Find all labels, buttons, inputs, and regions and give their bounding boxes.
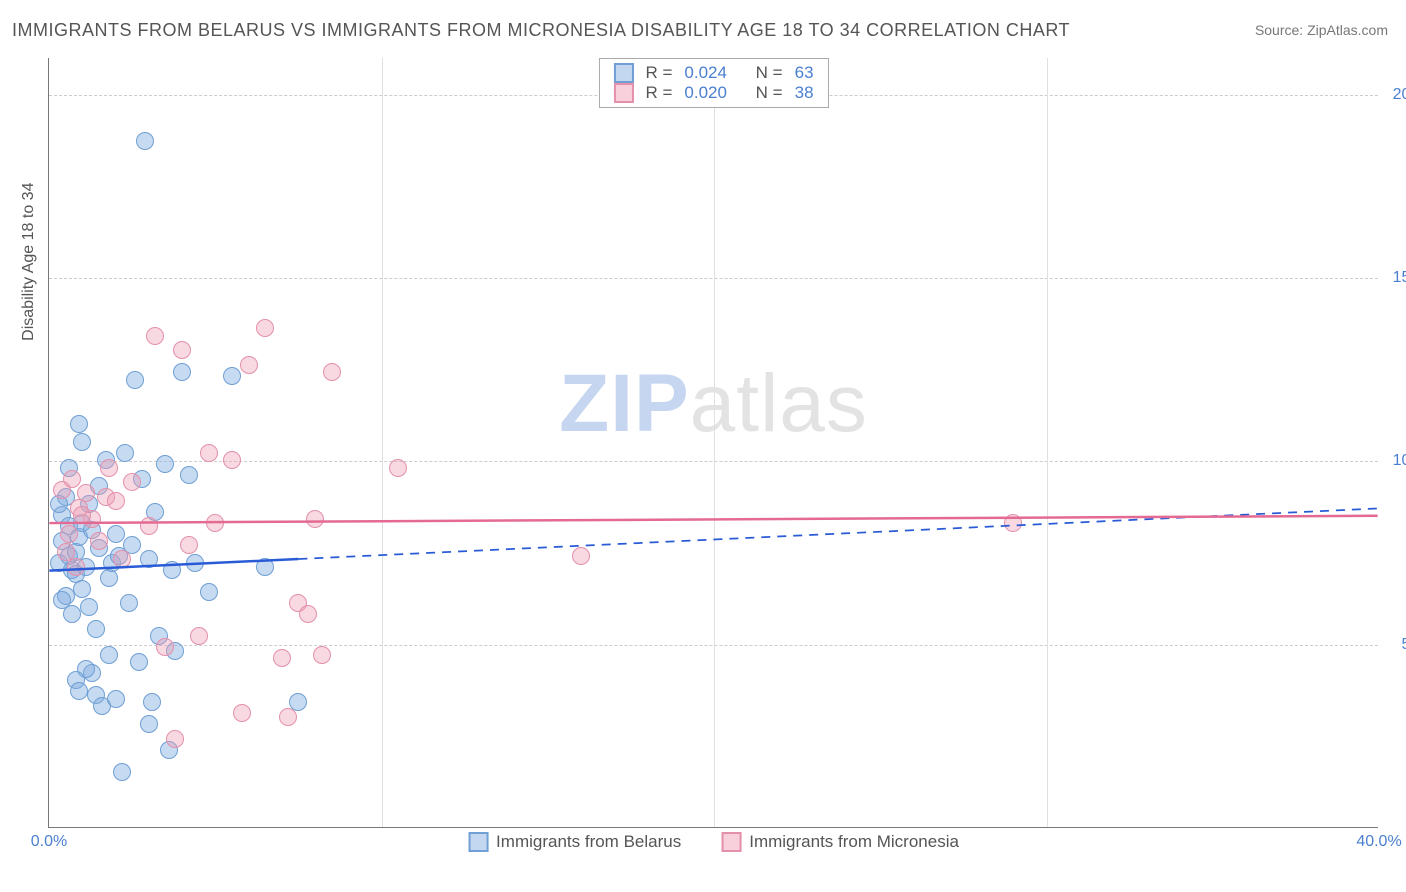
data-point	[323, 363, 341, 381]
data-point	[156, 638, 174, 656]
data-point	[140, 517, 158, 535]
data-point	[90, 532, 108, 550]
legend-swatch	[613, 83, 633, 103]
data-point	[130, 653, 148, 671]
series-legend: Immigrants from Belarus Immigrants from M…	[468, 832, 959, 852]
correlation-legend: R = 0.024 N = 63R = 0.020 N = 38	[598, 58, 828, 108]
gridline-v	[714, 58, 715, 827]
data-point	[273, 649, 291, 667]
data-point	[107, 492, 125, 510]
data-point	[136, 132, 154, 150]
gridline-v	[1047, 58, 1048, 827]
legend-series-label: Immigrants from Micronesia	[749, 832, 959, 852]
data-point	[186, 554, 204, 572]
data-point	[67, 558, 85, 576]
data-point	[123, 473, 141, 491]
data-point	[156, 455, 174, 473]
data-point	[100, 459, 118, 477]
data-point	[240, 356, 258, 374]
data-point	[80, 598, 98, 616]
data-point	[53, 591, 71, 609]
data-point	[70, 415, 88, 433]
data-point	[57, 543, 75, 561]
legend-swatch	[613, 63, 633, 83]
data-point	[1004, 514, 1022, 532]
data-point	[306, 510, 324, 528]
x-tick-label: 0.0%	[31, 833, 67, 851]
data-point	[256, 319, 274, 337]
y-tick-label: 15.0%	[1386, 269, 1406, 287]
legend-stat-row: R = 0.020 N = 38	[613, 83, 813, 103]
data-point	[126, 371, 144, 389]
data-point	[87, 620, 105, 638]
legend-stat-row: R = 0.024 N = 63	[613, 63, 813, 83]
data-point	[63, 605, 81, 623]
data-point	[113, 763, 131, 781]
data-point	[200, 583, 218, 601]
legend-series-label: Immigrants from Belarus	[496, 832, 681, 852]
data-point	[60, 525, 78, 543]
data-point	[120, 594, 138, 612]
source-attribution: Source: ZipAtlas.com	[1255, 22, 1388, 38]
data-point	[77, 484, 95, 502]
data-point	[163, 561, 181, 579]
data-point	[223, 367, 241, 385]
data-point	[299, 605, 317, 623]
data-point	[73, 580, 91, 598]
data-point	[200, 444, 218, 462]
data-point	[146, 327, 164, 345]
data-point	[140, 715, 158, 733]
legend-swatch	[721, 832, 741, 852]
data-point	[73, 433, 91, 451]
gridline-v	[382, 58, 383, 827]
data-point	[107, 525, 125, 543]
data-point	[140, 550, 158, 568]
data-point	[256, 558, 274, 576]
data-point	[173, 341, 191, 359]
data-point	[113, 550, 131, 568]
data-point	[180, 466, 198, 484]
data-point	[70, 682, 88, 700]
data-point	[173, 363, 191, 381]
plot-area: ZIPatlas 5.0%10.0%15.0%20.0%0.0%40.0% R …	[48, 58, 1378, 828]
data-point	[180, 536, 198, 554]
x-tick-label: 40.0%	[1356, 833, 1401, 851]
chart-title: IMMIGRANTS FROM BELARUS VS IMMIGRANTS FR…	[12, 20, 1070, 41]
data-point	[313, 646, 331, 664]
data-point	[206, 514, 224, 532]
data-point	[572, 547, 590, 565]
data-point	[107, 690, 125, 708]
data-point	[190, 627, 208, 645]
legend-swatch	[468, 832, 488, 852]
data-point	[166, 730, 184, 748]
data-point	[63, 470, 81, 488]
data-point	[100, 646, 118, 664]
data-point	[279, 708, 297, 726]
data-point	[223, 451, 241, 469]
data-point	[143, 693, 161, 711]
data-point	[233, 704, 251, 722]
y-tick-label: 5.0%	[1386, 636, 1406, 654]
legend-series-item: Immigrants from Micronesia	[721, 832, 959, 852]
legend-series-item: Immigrants from Belarus	[468, 832, 681, 852]
y-tick-label: 10.0%	[1386, 452, 1406, 470]
data-point	[73, 506, 91, 524]
y-tick-label: 20.0%	[1386, 86, 1406, 104]
y-axis-label: Disability Age 18 to 34	[20, 183, 38, 341]
data-point	[116, 444, 134, 462]
data-point	[389, 459, 407, 477]
